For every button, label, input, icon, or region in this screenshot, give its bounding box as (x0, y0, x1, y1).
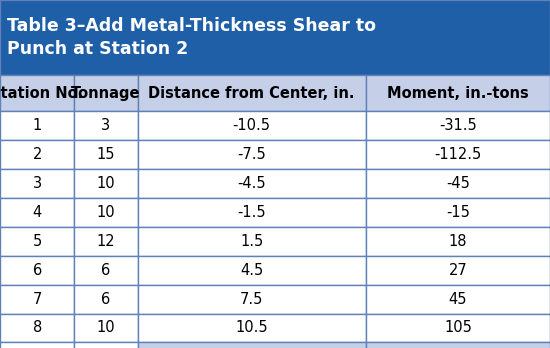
Text: 1.5: 1.5 (240, 234, 263, 249)
Bar (366, 256, 550, 285)
Text: 105: 105 (444, 321, 472, 335)
Text: Distance from Center, in.: Distance from Center, in. (148, 86, 355, 101)
Bar (74, 75, 138, 111)
Bar (74, 314, 138, 342)
Bar (0, 314, 74, 342)
Text: 10: 10 (97, 205, 115, 220)
Bar (0, 342, 74, 348)
Text: -31.5: -31.5 (439, 118, 477, 133)
Bar (74, 227, 138, 256)
Text: 10.5: 10.5 (235, 321, 268, 335)
Text: -112.5: -112.5 (434, 147, 481, 162)
Text: 5: 5 (32, 234, 42, 249)
Bar (0, 227, 74, 256)
Bar (366, 314, 550, 342)
Text: 8: 8 (32, 321, 42, 335)
Text: 1: 1 (32, 118, 42, 133)
Bar (0, 256, 74, 285)
Text: 12: 12 (97, 234, 115, 249)
Bar (138, 314, 366, 342)
Text: 4: 4 (32, 205, 42, 220)
Text: 7.5: 7.5 (240, 292, 263, 307)
Text: -1.5: -1.5 (237, 205, 266, 220)
Bar (74, 285, 138, 314)
Bar (138, 140, 366, 169)
Bar (74, 342, 138, 348)
Bar (138, 256, 366, 285)
Text: -45: -45 (446, 176, 470, 191)
Text: -10.5: -10.5 (233, 118, 271, 133)
Bar (366, 75, 550, 111)
Text: 15: 15 (97, 147, 115, 162)
Text: Tonnage: Tonnage (71, 86, 141, 101)
Bar (0, 140, 74, 169)
Bar (138, 198, 366, 227)
Text: 10: 10 (97, 176, 115, 191)
Text: 3: 3 (101, 118, 111, 133)
Text: 6: 6 (101, 292, 111, 307)
Text: 6: 6 (32, 263, 42, 278)
Text: -7.5: -7.5 (237, 147, 266, 162)
Text: 3: 3 (32, 176, 42, 191)
Bar (74, 198, 138, 227)
Bar (0, 169, 74, 198)
Bar (138, 111, 366, 140)
Text: 45: 45 (449, 292, 467, 307)
Text: Moment, in.-tons: Moment, in.-tons (387, 86, 529, 101)
Bar (366, 169, 550, 198)
Bar (138, 285, 366, 314)
Bar (74, 256, 138, 285)
Text: 7: 7 (32, 292, 42, 307)
Bar (138, 75, 366, 111)
Text: -4.5: -4.5 (237, 176, 266, 191)
Bar (0, 285, 74, 314)
Bar (74, 140, 138, 169)
Text: 27: 27 (448, 263, 467, 278)
Bar (366, 342, 550, 348)
Bar (366, 285, 550, 314)
Bar (366, 198, 550, 227)
Bar (74, 169, 138, 198)
Text: 18: 18 (449, 234, 467, 249)
Bar (138, 169, 366, 198)
Bar (74, 111, 138, 140)
Text: 10: 10 (97, 321, 115, 335)
Bar (0, 75, 74, 111)
Text: 2: 2 (32, 147, 42, 162)
Bar (0, 111, 74, 140)
Bar (138, 227, 366, 256)
Bar (366, 227, 550, 256)
Text: Station No.: Station No. (0, 86, 84, 101)
Bar (0, 198, 74, 227)
Text: 4.5: 4.5 (240, 263, 263, 278)
Text: Table 3–Add Metal-Thickness Shear to
Punch at Station 2: Table 3–Add Metal-Thickness Shear to Pun… (7, 17, 376, 58)
Bar (366, 111, 550, 140)
Text: -15: -15 (446, 205, 470, 220)
Bar (138, 342, 366, 348)
Bar (366, 140, 550, 169)
Bar (0, 0, 550, 75)
Text: 6: 6 (101, 263, 111, 278)
